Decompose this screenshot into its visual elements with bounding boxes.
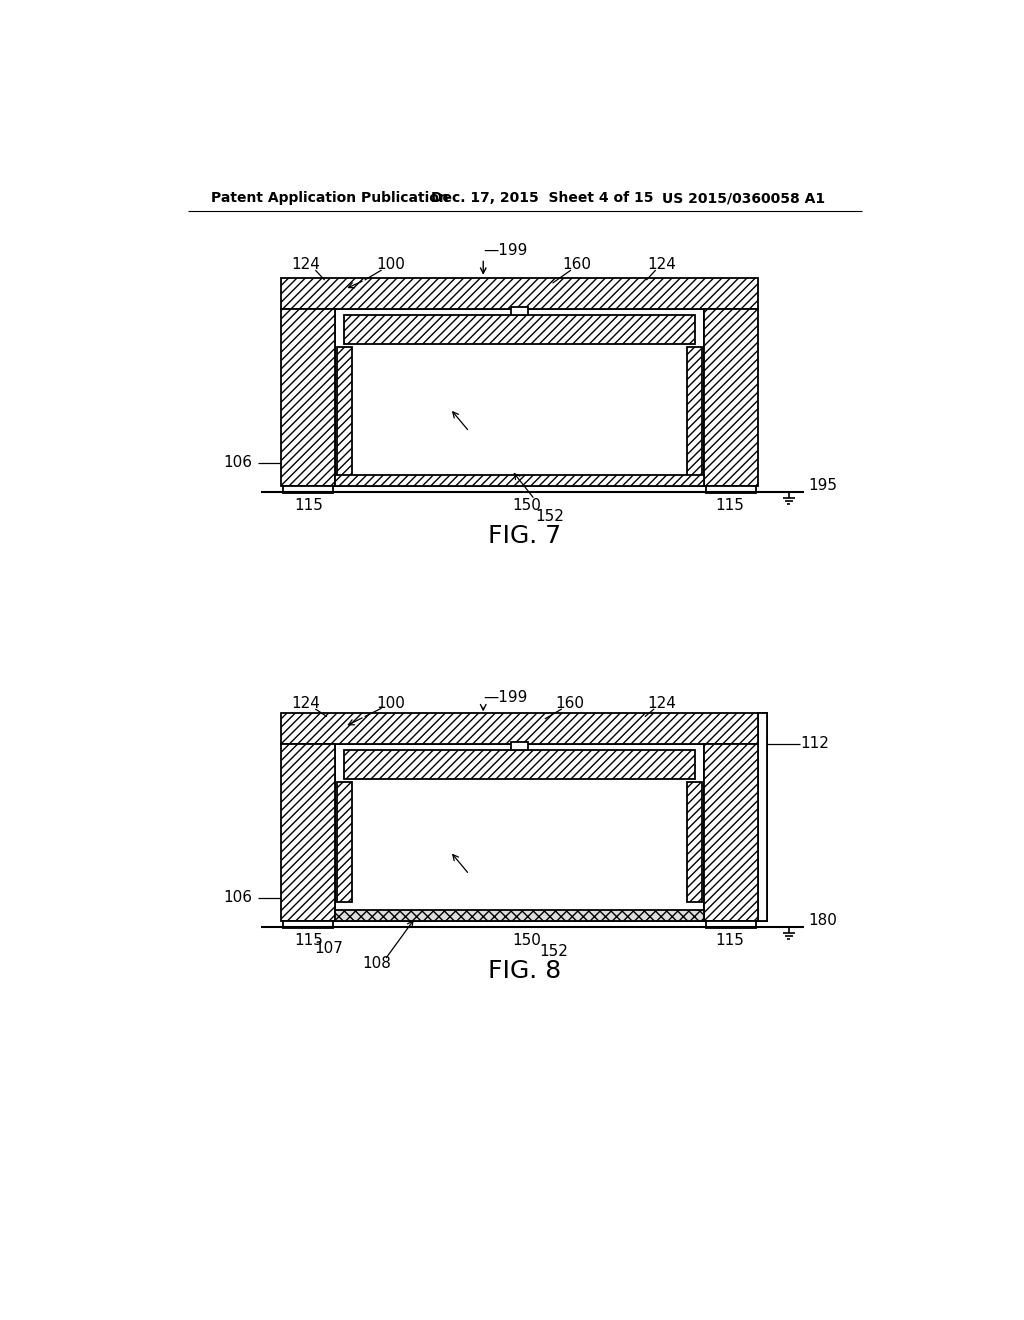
- Bar: [706, 486, 756, 494]
- Bar: [686, 781, 701, 903]
- Text: 160: 160: [555, 696, 584, 711]
- Bar: [337, 347, 352, 478]
- Bar: [344, 750, 695, 779]
- Text: 124: 124: [292, 257, 321, 272]
- Text: FIG. 8: FIG. 8: [488, 958, 561, 983]
- Bar: [705, 743, 758, 921]
- Bar: [511, 308, 528, 314]
- Text: Dec. 17, 2015  Sheet 4 of 15: Dec. 17, 2015 Sheet 4 of 15: [431, 191, 653, 206]
- Text: 150: 150: [513, 933, 542, 948]
- Bar: [335, 909, 705, 921]
- Bar: [758, 713, 767, 921]
- Bar: [281, 743, 335, 921]
- Text: 152: 152: [536, 510, 564, 524]
- Text: —199: —199: [483, 690, 527, 705]
- Bar: [344, 314, 695, 345]
- Text: 115: 115: [295, 933, 324, 948]
- Bar: [686, 347, 701, 478]
- Text: FIG. 7: FIG. 7: [488, 524, 561, 548]
- Text: —199: —199: [483, 243, 527, 259]
- Text: 160: 160: [562, 257, 592, 272]
- Text: 100: 100: [377, 696, 406, 711]
- Text: 112: 112: [801, 737, 829, 751]
- Text: 115: 115: [295, 498, 324, 513]
- Bar: [335, 309, 705, 486]
- Text: 106: 106: [223, 890, 252, 906]
- Text: 108: 108: [362, 956, 391, 972]
- Text: 115: 115: [715, 498, 744, 513]
- Bar: [758, 713, 767, 921]
- Text: 124: 124: [647, 696, 676, 711]
- Bar: [511, 742, 528, 750]
- Text: 115: 115: [715, 933, 744, 948]
- Bar: [705, 309, 758, 486]
- Bar: [283, 486, 333, 494]
- Text: 100: 100: [377, 257, 406, 272]
- Text: 150: 150: [513, 498, 542, 513]
- Bar: [281, 309, 335, 486]
- Bar: [283, 921, 333, 928]
- Bar: [335, 475, 705, 486]
- Bar: [706, 921, 756, 928]
- Text: 195: 195: [808, 478, 838, 494]
- Text: 106: 106: [223, 455, 252, 470]
- Text: 107: 107: [314, 941, 343, 956]
- Text: US 2015/0360058 A1: US 2015/0360058 A1: [662, 191, 825, 206]
- Bar: [281, 277, 758, 309]
- Bar: [335, 743, 705, 921]
- Bar: [281, 713, 758, 743]
- Text: 152: 152: [540, 944, 568, 960]
- Text: Patent Application Publication: Patent Application Publication: [211, 191, 450, 206]
- Text: 180: 180: [808, 913, 837, 928]
- Text: 124: 124: [647, 257, 676, 272]
- Text: 124: 124: [292, 696, 321, 711]
- Bar: [337, 781, 352, 903]
